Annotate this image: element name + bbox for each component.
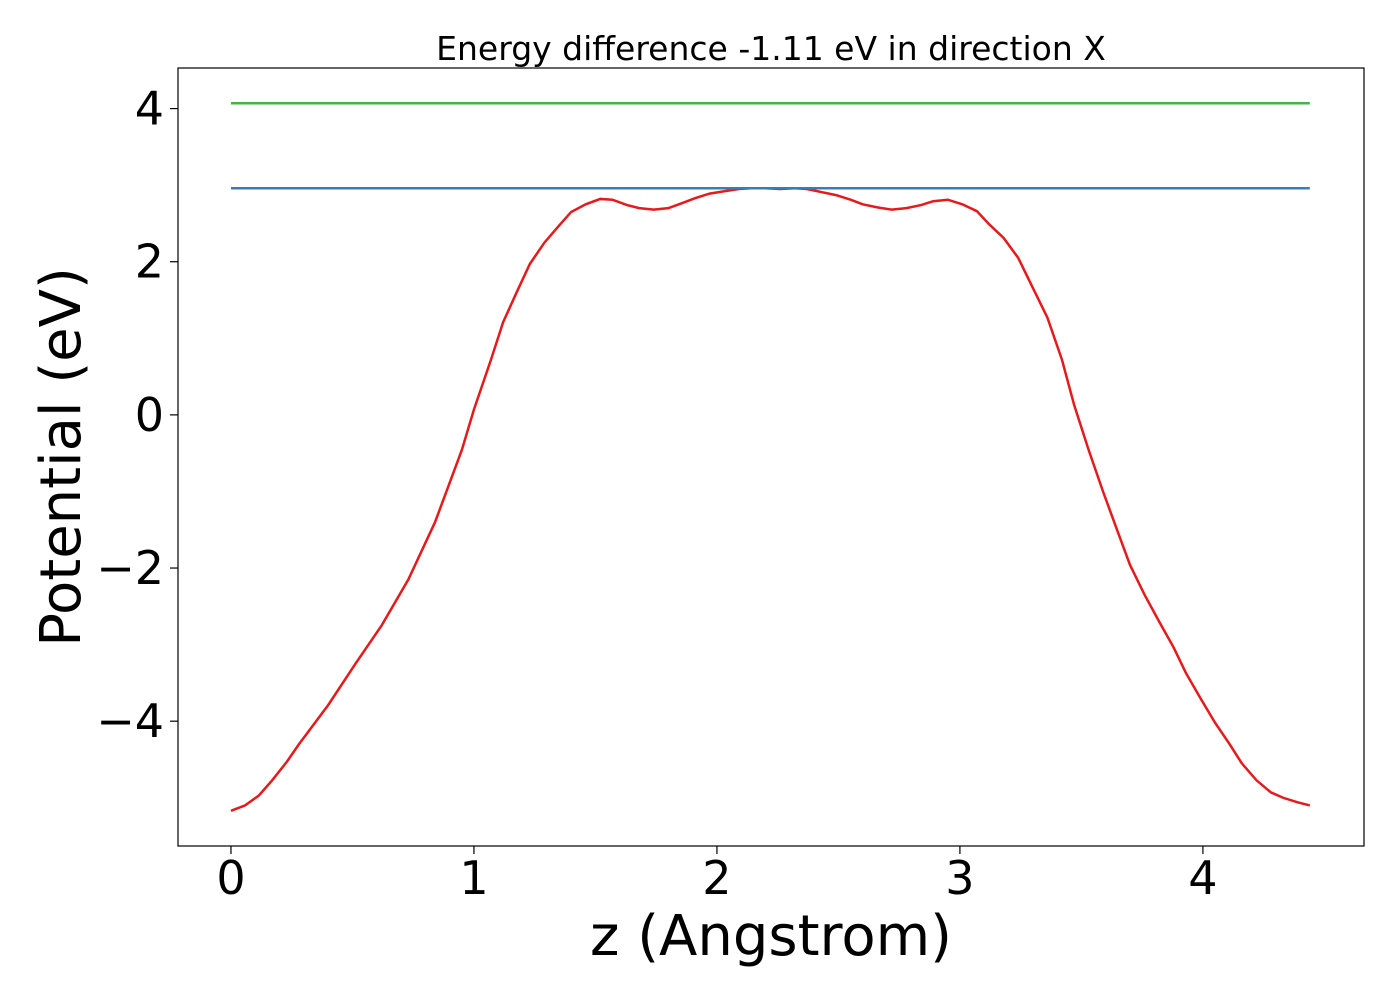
y-tick-label: −4 xyxy=(96,694,164,748)
y-tick-label: −2 xyxy=(96,541,164,595)
y-tick-label: 4 xyxy=(135,82,164,136)
y-axis-label: Potential (eV) xyxy=(29,267,94,647)
plot-frame xyxy=(177,67,1365,847)
x-tick-label: 4 xyxy=(1188,851,1217,905)
x-axis-label: z (Angstrom) xyxy=(590,904,952,969)
x-tick-label: 0 xyxy=(216,851,245,905)
chart-title: Energy difference -1.11 eV in direction … xyxy=(436,29,1106,68)
x-tick-label: 2 xyxy=(702,851,731,905)
y-tick-label: 0 xyxy=(135,388,164,442)
y-tick-label: 2 xyxy=(135,235,164,289)
x-tick-label: 3 xyxy=(945,851,974,905)
x-tick-label: 1 xyxy=(459,851,488,905)
